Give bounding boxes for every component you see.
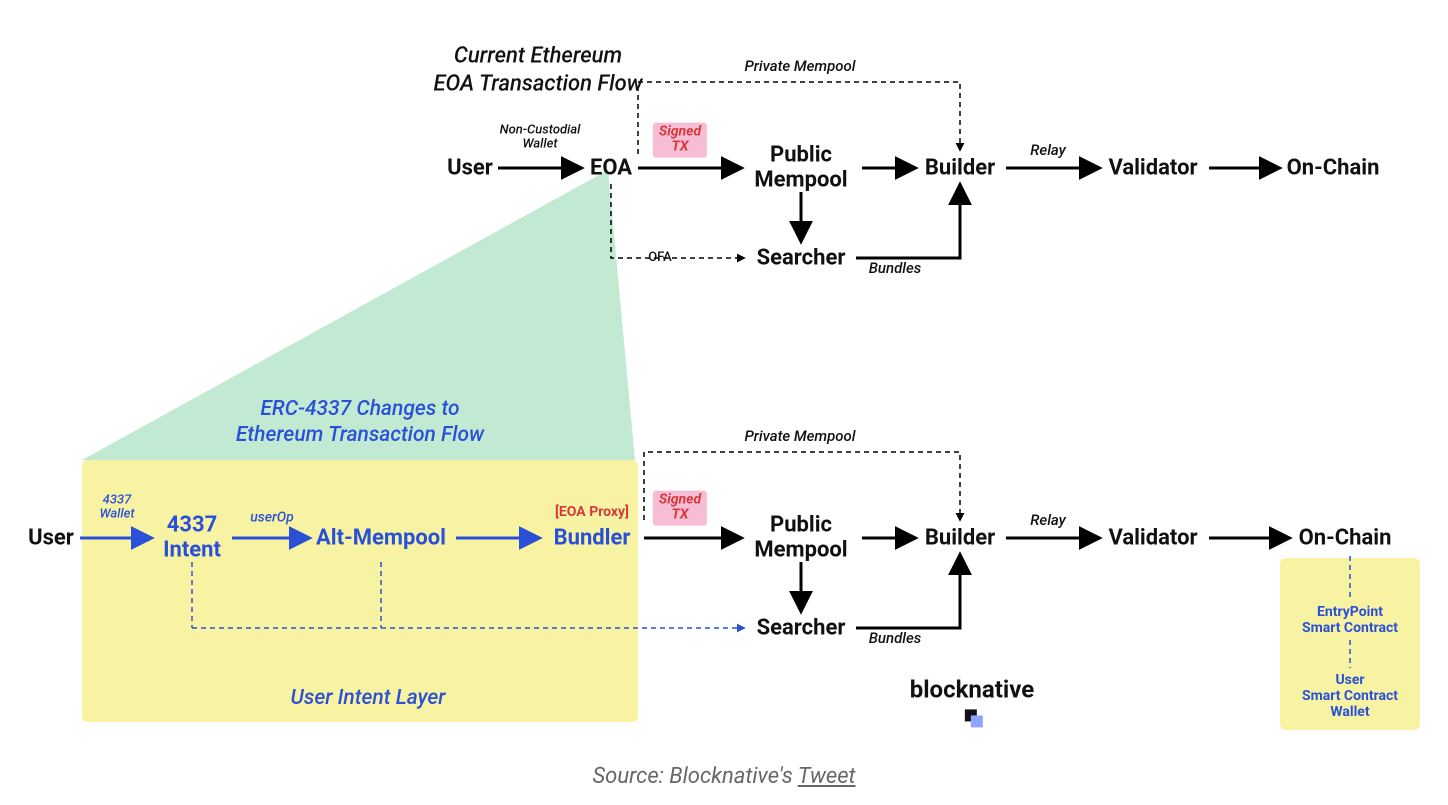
node-t-builder: Builder xyxy=(925,155,995,180)
label-l-4337wallet: 4337 Wallet xyxy=(99,494,134,523)
brand-label: blocknative xyxy=(886,646,1034,761)
dash-d-t-ofa xyxy=(611,184,744,258)
label-l-relay-top: Relay xyxy=(1030,142,1066,159)
signed-top: Signed TX xyxy=(653,123,707,158)
label-l-privmem-top: Private Mempool xyxy=(744,58,855,75)
source-prefix: Source: Blocknative's xyxy=(593,764,798,789)
node-b-validator: Validator xyxy=(1108,525,1197,550)
node-b-builder: Builder xyxy=(925,525,995,550)
node-t-searcher: Searcher xyxy=(757,245,846,270)
node-b-altmempool: Alt-Mempool xyxy=(316,525,446,550)
node-b-searcher: Searcher xyxy=(757,615,846,640)
brand-text: blocknative xyxy=(910,675,1034,703)
title-mid: ERC-4337 Changes to Ethereum Transaction… xyxy=(236,396,484,449)
node-b-bundler: Bundler xyxy=(554,525,631,550)
node-t-onchain: On-Chain xyxy=(1287,155,1380,180)
source-line: Source: Blocknative's Tweet xyxy=(593,764,856,789)
node-t-validator: Validator xyxy=(1108,155,1197,180)
node-b-eoaproxy: [EOA Proxy] xyxy=(555,504,629,520)
node-r-entry: EntryPoint Smart Contract xyxy=(1302,604,1398,636)
node-b-onchain: On-Chain xyxy=(1299,525,1392,550)
diagram-stage: blocknative Source: Blocknative's Tweet … xyxy=(0,0,1448,805)
label-l-relay-bot: Relay xyxy=(1030,512,1066,529)
title-top: Current Ethereum EOA Transaction Flow xyxy=(433,43,642,98)
arrow-a-b9 xyxy=(856,556,960,628)
node-b-mempool: Public Mempool xyxy=(754,513,847,564)
label-l-bundles-top: Bundles xyxy=(869,260,922,277)
node-r-userscw: User Smart Contract Wallet xyxy=(1302,672,1398,720)
title-intent_layer: User Intent Layer xyxy=(291,685,446,711)
node-b-4337intent: 4337 Intent xyxy=(163,513,221,564)
label-l-ofa: OFA xyxy=(648,251,672,265)
source-link[interactable]: Tweet xyxy=(798,764,856,789)
diagram-svg xyxy=(0,0,1448,805)
node-t-user: User xyxy=(447,155,493,180)
label-l-noncust: Non-Custodial Wallet xyxy=(500,124,581,153)
brand-icon xyxy=(962,706,986,730)
node-b-user: User xyxy=(28,525,74,550)
yellow-main-box xyxy=(82,460,638,722)
label-l-userop: userOp xyxy=(250,510,294,525)
arrow-a-t7 xyxy=(856,186,960,258)
node-t-mempool: Public Mempool xyxy=(754,143,847,194)
label-l-privmem-bot: Private Mempool xyxy=(744,428,855,445)
node-t-eoa: EOA xyxy=(590,155,632,180)
label-l-bundles-bot: Bundles xyxy=(869,630,922,647)
signed-bot: Signed TX xyxy=(653,491,707,526)
